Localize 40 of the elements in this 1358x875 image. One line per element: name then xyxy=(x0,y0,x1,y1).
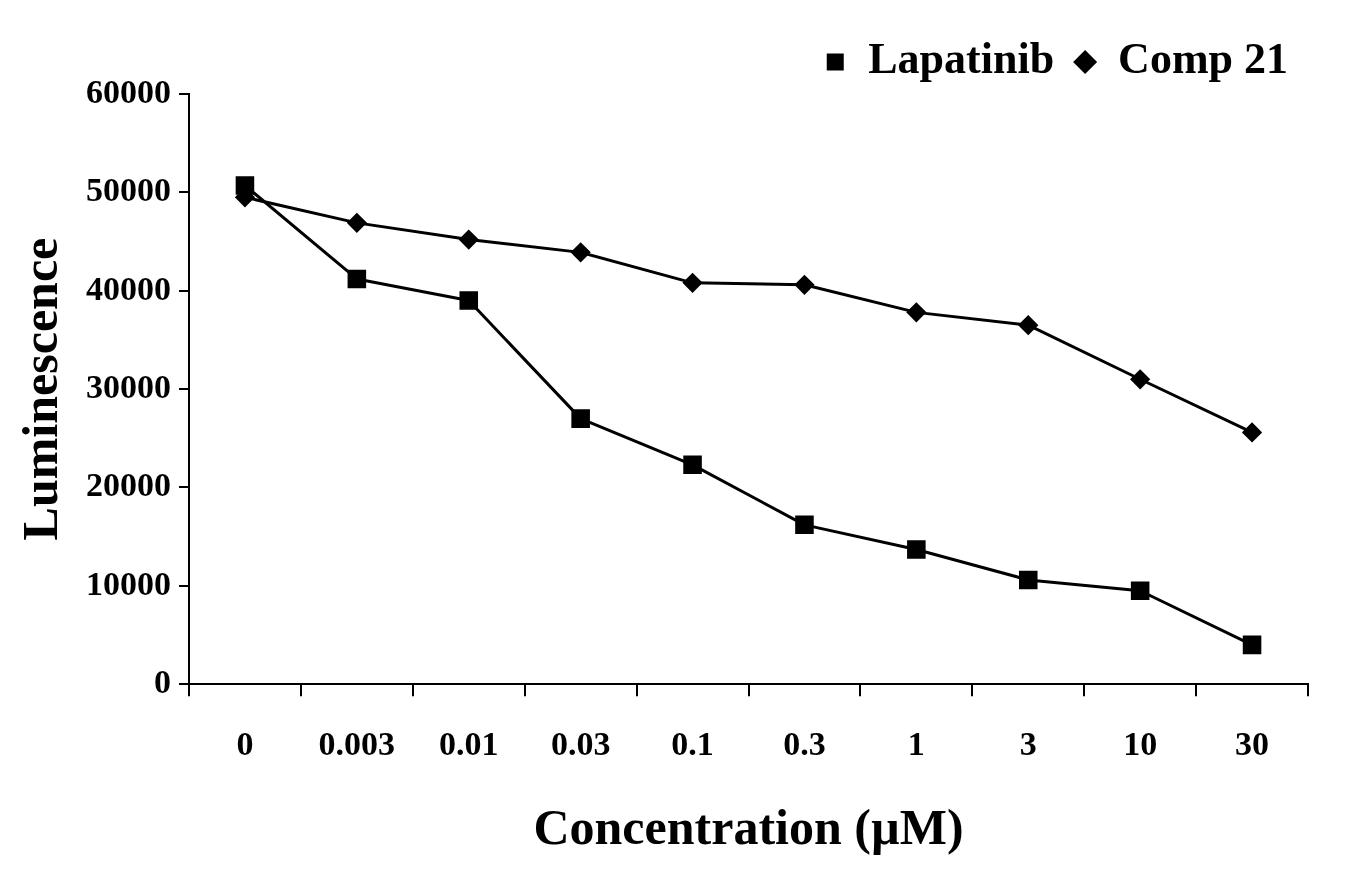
x-tick-label: 0.3 xyxy=(783,725,826,763)
point xyxy=(1242,422,1262,442)
x-tick-label: 0.03 xyxy=(550,725,611,763)
x-tick-label: 1 xyxy=(907,725,925,763)
y-tick-label: 30000 xyxy=(86,367,171,405)
y-tick-label: 0 xyxy=(154,662,171,700)
x-tick-label: 0.003 xyxy=(318,725,396,763)
y-axis-title: Luminescence xyxy=(11,237,68,541)
x-tick-label: 0 xyxy=(236,725,254,763)
point xyxy=(794,275,814,295)
legend-label: Lapatinib xyxy=(868,34,1055,84)
x-tick-label: 30 xyxy=(1235,725,1270,763)
point xyxy=(459,291,479,310)
point xyxy=(571,242,591,262)
point xyxy=(907,540,926,559)
x-tick-label: 10 xyxy=(1123,725,1158,763)
point xyxy=(347,213,367,233)
point xyxy=(1018,570,1038,590)
point xyxy=(459,230,479,250)
y-tick-label: 40000 xyxy=(86,269,171,307)
point xyxy=(906,302,926,322)
point xyxy=(683,273,703,293)
point xyxy=(1130,581,1150,601)
y-tick-label: 10000 xyxy=(86,564,171,602)
point xyxy=(683,455,702,475)
point xyxy=(1242,635,1262,655)
point xyxy=(347,269,367,289)
legend-label: Comp 21 xyxy=(1118,34,1289,84)
y-tick-label: 50000 xyxy=(86,171,171,209)
x-axis-title: Concentration (µM) xyxy=(533,798,964,855)
y-tick-label: 60000 xyxy=(86,72,171,110)
point xyxy=(1130,369,1150,389)
x-tick-label: 3 xyxy=(1019,725,1037,763)
point xyxy=(571,409,590,428)
point xyxy=(235,176,255,195)
point xyxy=(795,515,814,535)
x-tick-label: 0.1 xyxy=(671,725,714,763)
x-tick-label: 0.01 xyxy=(439,725,499,763)
point xyxy=(1018,315,1038,335)
y-tick-label: 20000 xyxy=(86,466,171,504)
